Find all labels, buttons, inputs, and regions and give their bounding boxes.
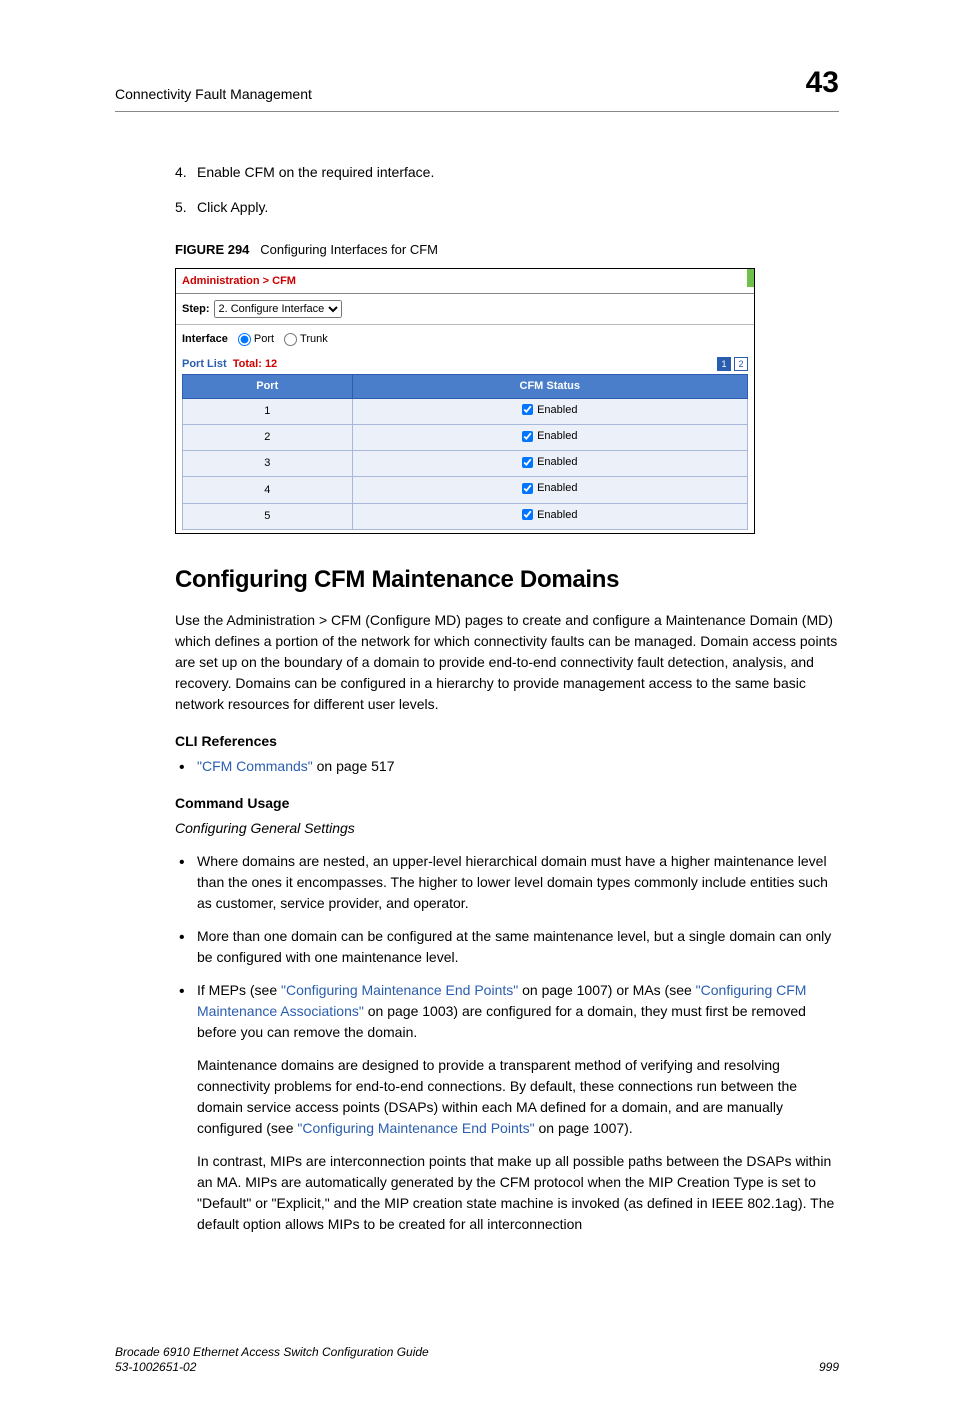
cfm-commands-link[interactable]: "CFM Commands" — [197, 758, 313, 774]
radio-trunk-label[interactable]: Trunk — [284, 331, 328, 348]
port-cell: 4 — [183, 477, 353, 503]
col-status: CFM Status — [352, 375, 748, 399]
port-cell: 2 — [183, 424, 353, 450]
enabled-label: Enabled — [537, 402, 577, 419]
footer-page: 999 — [819, 1358, 839, 1376]
page-footer: Brocade 6910 Ethernet Access Switch Conf… — [115, 1345, 839, 1376]
enabled-checkbox[interactable] — [522, 509, 533, 520]
pager-page-2[interactable]: 2 — [734, 357, 748, 371]
table-row: 2 Enabled — [183, 424, 748, 450]
bullet-text: on page 1007). — [535, 1120, 633, 1136]
panel-body: Interface Port Trunk Port List Total: 12… — [176, 325, 754, 533]
bullet-item: Where domains are nested, an upper-level… — [175, 851, 839, 914]
bullet-item: If MEPs (see "Configuring Maintenance En… — [175, 980, 839, 1235]
cli-ref-heading: CLI References — [175, 731, 839, 752]
command-usage-sub: Configuring General Settings — [175, 818, 839, 839]
table-row: 5 Enabled — [183, 503, 748, 529]
figure-caption-text: Configuring Interfaces for CFM — [260, 242, 438, 257]
enabled-checkbox[interactable] — [522, 457, 533, 468]
status-cell: Enabled — [352, 424, 748, 450]
step-text: Enable CFM on the required interface. — [197, 164, 434, 180]
interface-label: Interface — [182, 331, 228, 348]
cli-ref-item: "CFM Commands" on page 517 — [175, 756, 839, 777]
footer-title: Brocade 6910 Ethernet Access Switch Conf… — [115, 1345, 429, 1361]
pager-page-1[interactable]: 1 — [717, 357, 731, 371]
radio-port[interactable] — [238, 333, 251, 346]
step-number: 4. — [175, 162, 197, 183]
cfg-mep-link[interactable]: "Configuring Maintenance End Points" — [281, 982, 518, 998]
port-cell: 3 — [183, 451, 353, 477]
panel-corner-decor — [747, 269, 754, 287]
step-select[interactable]: 2. Configure Interface — [214, 300, 342, 318]
enabled-label: Enabled — [537, 428, 577, 445]
bullet-follow-para: Maintenance domains are designed to prov… — [197, 1055, 839, 1139]
step-label: Step: — [182, 301, 210, 318]
status-cell: Enabled — [352, 503, 748, 529]
port-table: Port CFM Status 1 Enabled 2 Enabled 3 Enabled… — [182, 374, 748, 530]
table-row: 1 Enabled — [183, 398, 748, 424]
status-cell: Enabled — [352, 477, 748, 503]
figure-label: FIGURE 294 — [175, 242, 249, 257]
bullet-text: If MEPs (see — [197, 982, 281, 998]
cfm-config-panel: Administration > CFM Step: 2. Configure … — [175, 268, 755, 534]
footer-left: Brocade 6910 Ethernet Access Switch Conf… — [115, 1345, 429, 1376]
cli-ref-list: "CFM Commands" on page 517 — [175, 756, 839, 777]
status-cell: Enabled — [352, 398, 748, 424]
bullet-text: More than one domain can be configured a… — [197, 928, 831, 965]
port-cell: 1 — [183, 398, 353, 424]
enabled-checkbox[interactable] — [522, 431, 533, 442]
footer-docnum: 53-1002651-02 — [115, 1360, 429, 1376]
intro-paragraph: Use the Administration > CFM (Configure … — [175, 610, 839, 715]
port-cell: 5 — [183, 503, 353, 529]
table-row: 4 Enabled — [183, 477, 748, 503]
portlist-label: Port List — [182, 358, 227, 370]
radio-port-label[interactable]: Port — [238, 331, 274, 348]
interface-row: Interface Port Trunk — [182, 331, 748, 348]
radio-port-text: Port — [254, 331, 274, 348]
enabled-label: Enabled — [537, 507, 577, 524]
usage-bullets: Where domains are nested, an upper-level… — [175, 851, 839, 1235]
portlist-total: Total: 12 — [233, 358, 277, 370]
radio-trunk[interactable] — [284, 333, 297, 346]
figure-caption: FIGURE 294 Configuring Interfaces for CF… — [175, 240, 839, 260]
enabled-checkbox[interactable] — [522, 404, 533, 415]
enabled-label: Enabled — [537, 454, 577, 471]
header-left: Connectivity Fault Management — [115, 84, 312, 105]
page-header: Connectivity Fault Management 43 — [115, 60, 839, 112]
pager: 1 2 — [717, 357, 748, 371]
chapter-number: 43 — [806, 60, 839, 105]
enabled-label: Enabled — [537, 480, 577, 497]
step-item: 5.Click Apply. — [175, 197, 839, 218]
table-row: 3 Enabled — [183, 451, 748, 477]
step-selector-row: Step: 2. Configure Interface — [176, 294, 754, 325]
step-item: 4.Enable CFM on the required interface. — [175, 162, 839, 183]
enabled-checkbox[interactable] — [522, 483, 533, 494]
status-cell: Enabled — [352, 451, 748, 477]
bullet-item: More than one domain can be configured a… — [175, 926, 839, 968]
radio-trunk-text: Trunk — [300, 331, 328, 348]
bullet-follow-para: In contrast, MIPs are interconnection po… — [197, 1151, 839, 1235]
bullet-text: on page 1007) or MAs (see — [518, 982, 695, 998]
step-text: Click Apply. — [197, 199, 268, 215]
bullet-text: Where domains are nested, an upper-level… — [197, 853, 828, 911]
portlist-row: Port List Total: 12 1 2 — [182, 356, 748, 373]
step-list: 4.Enable CFM on the required interface. … — [175, 162, 839, 218]
section-heading: Configuring CFM Maintenance Domains — [175, 562, 839, 598]
col-port: Port — [183, 375, 353, 399]
cfg-mep-link-2[interactable]: "Configuring Maintenance End Points" — [297, 1120, 534, 1136]
cli-link-suffix: on page 517 — [313, 758, 395, 774]
content-area: 4.Enable CFM on the required interface. … — [175, 162, 839, 1235]
portlist-left: Port List Total: 12 — [182, 356, 277, 373]
step-number: 5. — [175, 197, 197, 218]
command-usage-heading: Command Usage — [175, 793, 839, 814]
panel-breadcrumb: Administration > CFM — [176, 269, 754, 295]
breadcrumb-text: Administration > CFM — [182, 275, 296, 287]
